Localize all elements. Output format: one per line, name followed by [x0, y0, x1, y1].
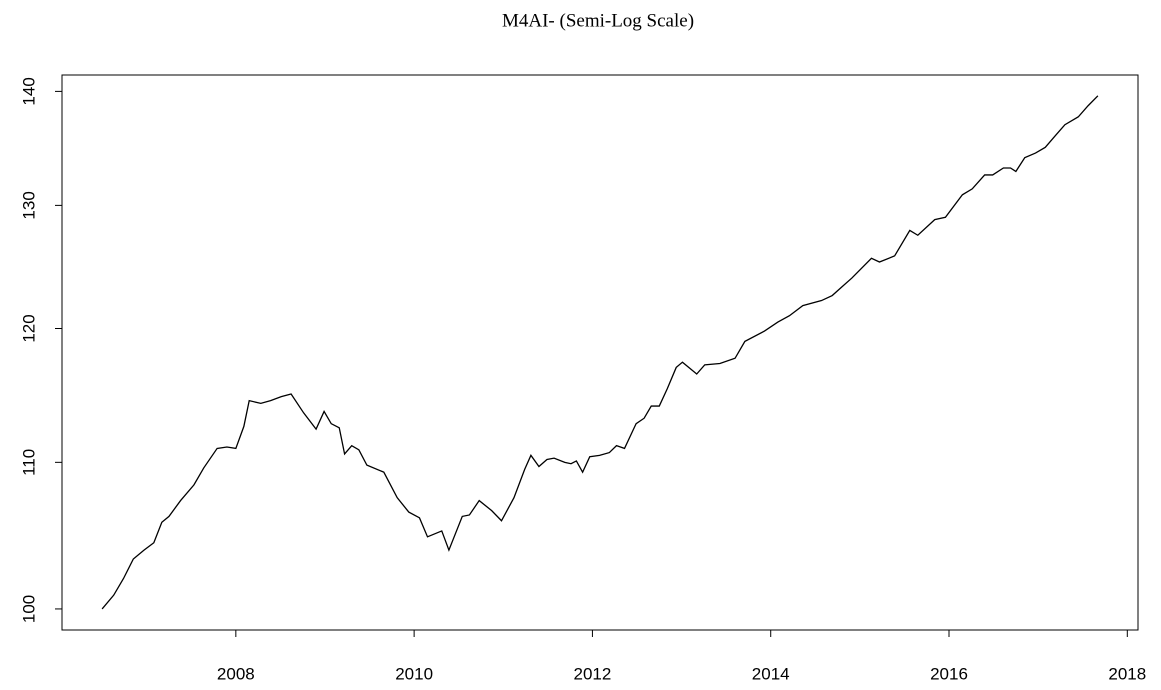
chart-title: M4AI- (Semi-Log Scale) [502, 10, 694, 31]
x-tick-label: 2016 [930, 664, 968, 683]
y-tick-label: 130 [19, 191, 38, 219]
x-tick-label: 2008 [217, 664, 255, 683]
x-tick-label: 2014 [752, 664, 790, 683]
x-tick-label: 2010 [395, 664, 433, 683]
data-line [101, 95, 1099, 610]
plot-frame [61, 74, 1139, 631]
y-tick-label: 110 [19, 449, 38, 476]
y-tick-label: 100 [19, 595, 38, 623]
y-tick-label: 120 [19, 314, 38, 342]
y-tick-label: 140 [19, 77, 38, 105]
x-tick-label: 2018 [1108, 664, 1146, 683]
x-tick-label: 2012 [574, 664, 612, 683]
